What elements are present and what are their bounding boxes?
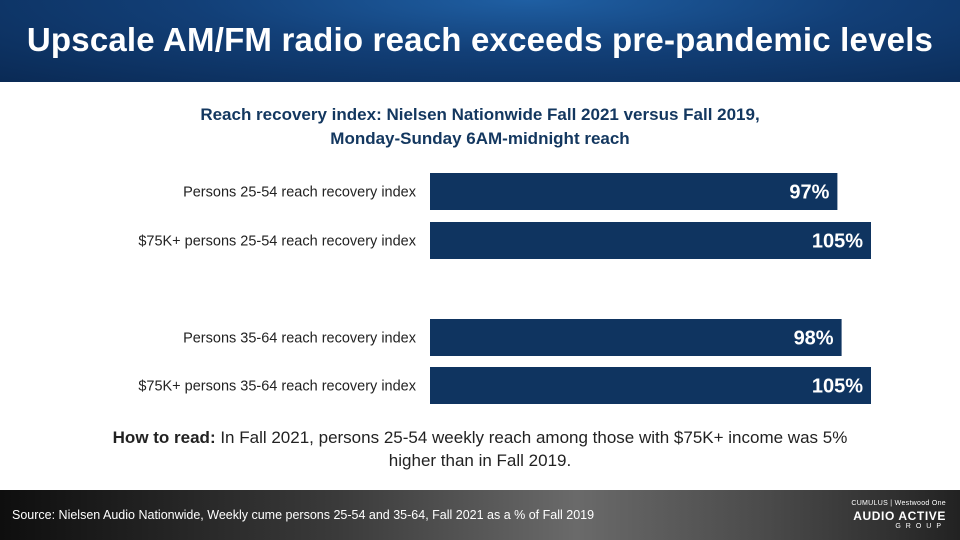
data-label: 105% — [812, 376, 863, 398]
bar — [430, 173, 838, 210]
logo-top-text: CUMULUS | Westwood One — [851, 500, 946, 507]
logo-sub-text: GROUP — [895, 523, 946, 530]
data-label: 97% — [789, 182, 829, 204]
source-note: Source: Nielsen Audio Nationwide, Weekly… — [12, 508, 595, 522]
bar-chart: Persons 25-54 reach recovery index 97% $75… — [138, 173, 871, 404]
how-to-read: How to read: In Fall 2021, persons 25-54… — [90, 426, 870, 472]
header-banner — [0, 0, 960, 82]
category-label: Persons 25-54 reach recovery index — [183, 185, 417, 201]
audio-active-group-logo: CUMULUS | Westwood One AUDIO ACTIVE GROU… — [826, 500, 946, 530]
logo-main-text: AUDIO ACTIVE — [853, 509, 946, 523]
category-label: $75K+ persons 25-54 reach recovery index — [138, 234, 416, 250]
bar — [430, 367, 871, 404]
category-label: $75K+ persons 35-64 reach recovery index — [138, 379, 416, 395]
how-to-read-label: How to read: — [112, 428, 216, 447]
page-title: Upscale AM/FM radio reach exceeds pre-pa… — [26, 21, 934, 58]
chart-title-line-2: Monday-Sunday 6AM-midnight reach — [330, 129, 630, 148]
chart-title-line-1: Reach recovery index: Nielsen Nationwide… — [200, 105, 760, 124]
footer-bar — [0, 490, 960, 540]
data-label: 105% — [812, 231, 863, 253]
bar — [430, 222, 871, 259]
bar — [430, 319, 842, 356]
how-to-read-text: In Fall 2021, persons 25-54 weekly reach… — [215, 428, 848, 470]
chart-title: Reach recovery index: Nielsen Nationwide… — [120, 103, 840, 151]
category-label: Persons 35-64 reach recovery index — [183, 331, 417, 347]
data-label: 98% — [794, 328, 834, 350]
